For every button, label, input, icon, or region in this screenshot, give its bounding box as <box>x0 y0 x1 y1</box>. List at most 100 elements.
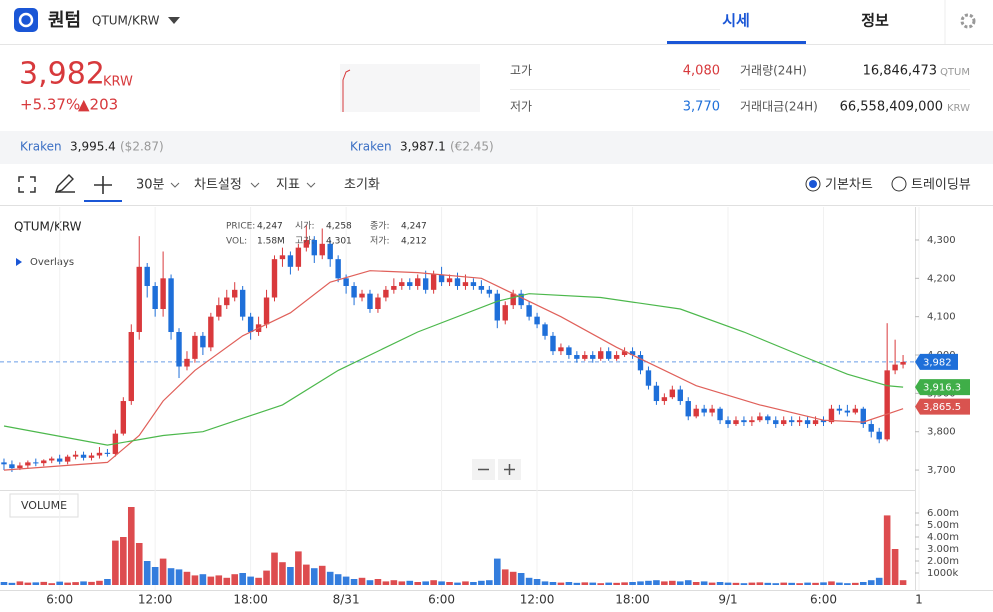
price-tag-label: 3,865.5 <box>923 402 961 413</box>
volume-bar <box>788 582 795 585</box>
volume-bar <box>820 582 827 585</box>
x-tick-label: 9/1 <box>718 593 737 607</box>
candle-body <box>287 255 294 267</box>
stat-value: 16,846,473 <box>863 64 937 79</box>
candle-body <box>415 278 421 286</box>
volume-bar <box>613 582 620 585</box>
legend-label: PRICE: <box>226 222 255 232</box>
overlays[interactable]: Overlays <box>30 257 74 268</box>
volume-bar <box>159 558 167 585</box>
y-tick-label: 2.00m <box>927 556 959 567</box>
change-rate: +5.37% <box>20 96 80 114</box>
y-tick-label: 4,200 <box>927 273 956 284</box>
candle-body <box>550 335 556 352</box>
volume-bar <box>724 582 732 585</box>
candle-body <box>216 305 222 317</box>
settings-icon[interactable] <box>960 13 976 29</box>
volume-bar <box>127 507 135 585</box>
x-tick-label: 8/31 <box>333 593 360 607</box>
interval[interactable]: 30분 <box>136 178 165 193</box>
candle-body <box>502 305 508 321</box>
volume-bar <box>223 577 231 585</box>
dropdown-arrow[interactable] <box>168 17 180 24</box>
volume-bar <box>191 575 199 585</box>
candle-body <box>526 305 532 317</box>
volume-bar <box>247 576 254 585</box>
candle-body <box>49 458 55 461</box>
volume-bar <box>72 582 79 585</box>
volume-bar <box>64 582 71 585</box>
candle-body <box>796 420 803 423</box>
volume-bar <box>804 582 811 585</box>
volume-bar <box>692 582 700 585</box>
exchange-name[interactable]: Kraken <box>20 140 62 154</box>
exchange-name[interactable]: Kraken <box>350 140 392 154</box>
candle-body <box>176 332 182 367</box>
candle-body <box>383 289 389 298</box>
candle-body <box>327 243 333 260</box>
volume-bar <box>16 581 24 585</box>
candle-body <box>828 408 835 423</box>
price-unit: KRW <box>103 75 133 90</box>
candle-body <box>669 389 676 398</box>
candle-body <box>812 420 819 425</box>
y-tick-label: 4.00m <box>927 532 959 543</box>
candle-body <box>407 282 413 286</box>
x-tick-label: 12:00 <box>138 593 173 607</box>
price-tag <box>915 398 970 415</box>
volume-bar <box>446 582 453 585</box>
candle-body <box>765 416 771 421</box>
volume-bar <box>597 583 605 585</box>
x-tick-label: 6:00 <box>46 593 73 607</box>
stat-label: 고가 <box>510 64 532 78</box>
tab-underline <box>667 41 806 44</box>
reset[interactable]: 초기화 <box>344 178 380 193</box>
volume-bar <box>175 569 183 585</box>
candle-body <box>160 278 166 310</box>
candle-body <box>637 355 644 371</box>
exchange-price: 3,987.1 <box>400 140 446 154</box>
price-tag-label: 3,982 <box>923 357 952 368</box>
overlay-arrow[interactable] <box>16 258 22 266</box>
x-tick-label: 18:00 <box>233 593 268 607</box>
x-tick-label: 18:00 <box>615 593 650 607</box>
indicators[interactable]: 지표 <box>276 178 300 193</box>
tab[interactable]: 정보 <box>861 12 889 30</box>
radio[interactable] <box>891 176 907 192</box>
active-tool <box>84 200 122 202</box>
radio[interactable] <box>805 176 821 192</box>
chart-mode[interactable]: 트레이딩뷰 <box>911 178 971 193</box>
tab[interactable]: 시세 <box>722 12 750 30</box>
volume-bar <box>780 582 788 585</box>
candle-body <box>701 408 707 413</box>
candle-body <box>558 347 564 352</box>
y-tick-label: 5.00m <box>927 520 959 531</box>
volume-bar <box>398 581 406 585</box>
chart-settings[interactable]: 차트설정 <box>194 178 242 193</box>
volume-bar <box>756 582 764 585</box>
fullscreen-icon[interactable] <box>18 176 36 193</box>
draw-icon[interactable] <box>54 174 75 194</box>
sparkline <box>342 69 351 112</box>
volume-bar <box>684 580 692 585</box>
candle-body <box>876 431 882 440</box>
candle-body <box>733 420 739 425</box>
candle-body <box>200 335 206 348</box>
candle-body <box>685 401 691 417</box>
volume-bar <box>565 582 573 585</box>
candle-body <box>25 462 31 466</box>
candle-body <box>788 420 795 423</box>
candle-body <box>693 408 699 417</box>
candle-body <box>590 355 596 359</box>
candle-body <box>773 420 779 425</box>
candle-body <box>152 285 158 310</box>
volume-bar <box>287 567 294 585</box>
candle-body <box>804 420 811 425</box>
candle-body <box>868 424 874 432</box>
chart-mode[interactable]: 기본차트 <box>825 178 873 193</box>
exchange-price: 3,995.4 <box>70 140 116 154</box>
candle-body <box>892 364 898 371</box>
crosshair-icon[interactable] <box>94 176 112 194</box>
volume-bar <box>525 577 533 585</box>
candle-body <box>303 239 310 248</box>
